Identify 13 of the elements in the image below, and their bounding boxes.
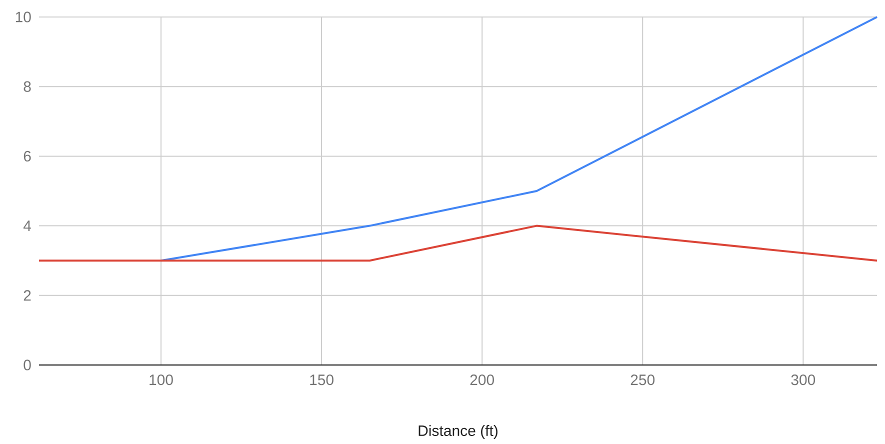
x-tick-label: 150 [310, 374, 334, 386]
x-tick-label: 200 [470, 374, 494, 386]
x-tick-label: 250 [630, 374, 655, 386]
y-tick-label: 2 [24, 290, 31, 301]
y-tick-label: 6 [24, 150, 31, 162]
x-axis-title: Distance (ft) [418, 425, 498, 439]
line-series [160, 16, 878, 262]
y-tick-label: 4 [23, 220, 32, 231]
y-tick-label: 8 [24, 81, 31, 92]
x-tick-label: 100 [150, 374, 173, 386]
y-tick-label: 0 [24, 360, 31, 370]
x-tick-label: 300 [791, 374, 816, 386]
y-tick-label: 10 [16, 12, 31, 22]
